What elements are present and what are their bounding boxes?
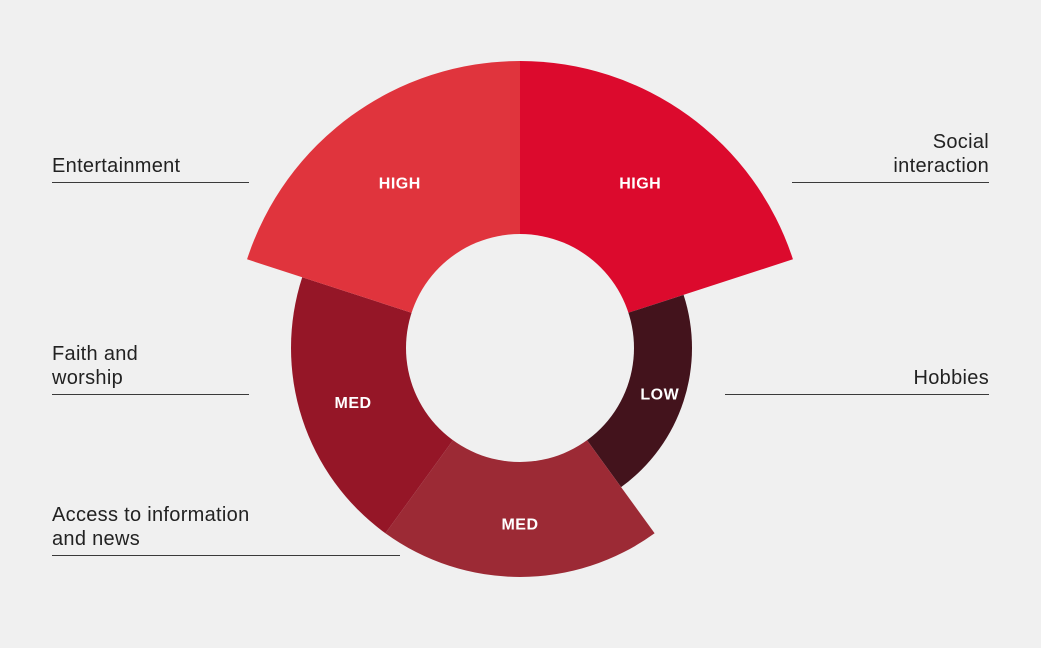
level-label-access-to-information-and-news: MED xyxy=(501,517,538,534)
wedge-access-to-information-and-news xyxy=(385,348,655,577)
category-label-hobbies: Hobbies xyxy=(725,366,989,395)
level-label-faith-and-worship: MED xyxy=(335,395,372,412)
level-label-layer: HIGH LOW MED MED HIGH xyxy=(335,176,680,534)
category-label-access-to-information: Access to information and news xyxy=(52,503,400,556)
category-label-social-interaction: Social interaction xyxy=(792,130,989,183)
level-label-hobbies: LOW xyxy=(640,386,679,403)
level-label-entertainment: HIGH xyxy=(379,176,421,193)
category-label-faith-and-worship: Faith and worship xyxy=(52,342,249,395)
donut-hole xyxy=(406,234,634,462)
level-label-social-interaction: HIGH xyxy=(619,176,661,193)
category-label-entertainment: Entertainment xyxy=(52,154,249,183)
